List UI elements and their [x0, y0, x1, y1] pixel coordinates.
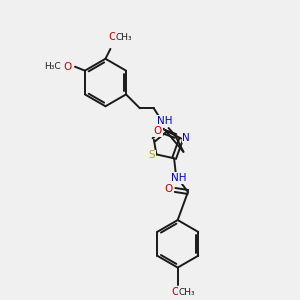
- Text: NH: NH: [157, 116, 172, 126]
- Text: O: O: [108, 32, 116, 42]
- Text: CH₃: CH₃: [178, 288, 195, 297]
- Text: O: O: [154, 126, 162, 136]
- Text: O: O: [172, 287, 180, 297]
- Text: CH₃: CH₃: [116, 32, 133, 41]
- Text: O: O: [164, 184, 172, 194]
- Text: S: S: [148, 150, 155, 161]
- Text: N: N: [182, 133, 190, 142]
- Text: NH: NH: [171, 173, 187, 183]
- Text: H₃C: H₃C: [44, 62, 61, 71]
- Text: O: O: [63, 62, 71, 72]
